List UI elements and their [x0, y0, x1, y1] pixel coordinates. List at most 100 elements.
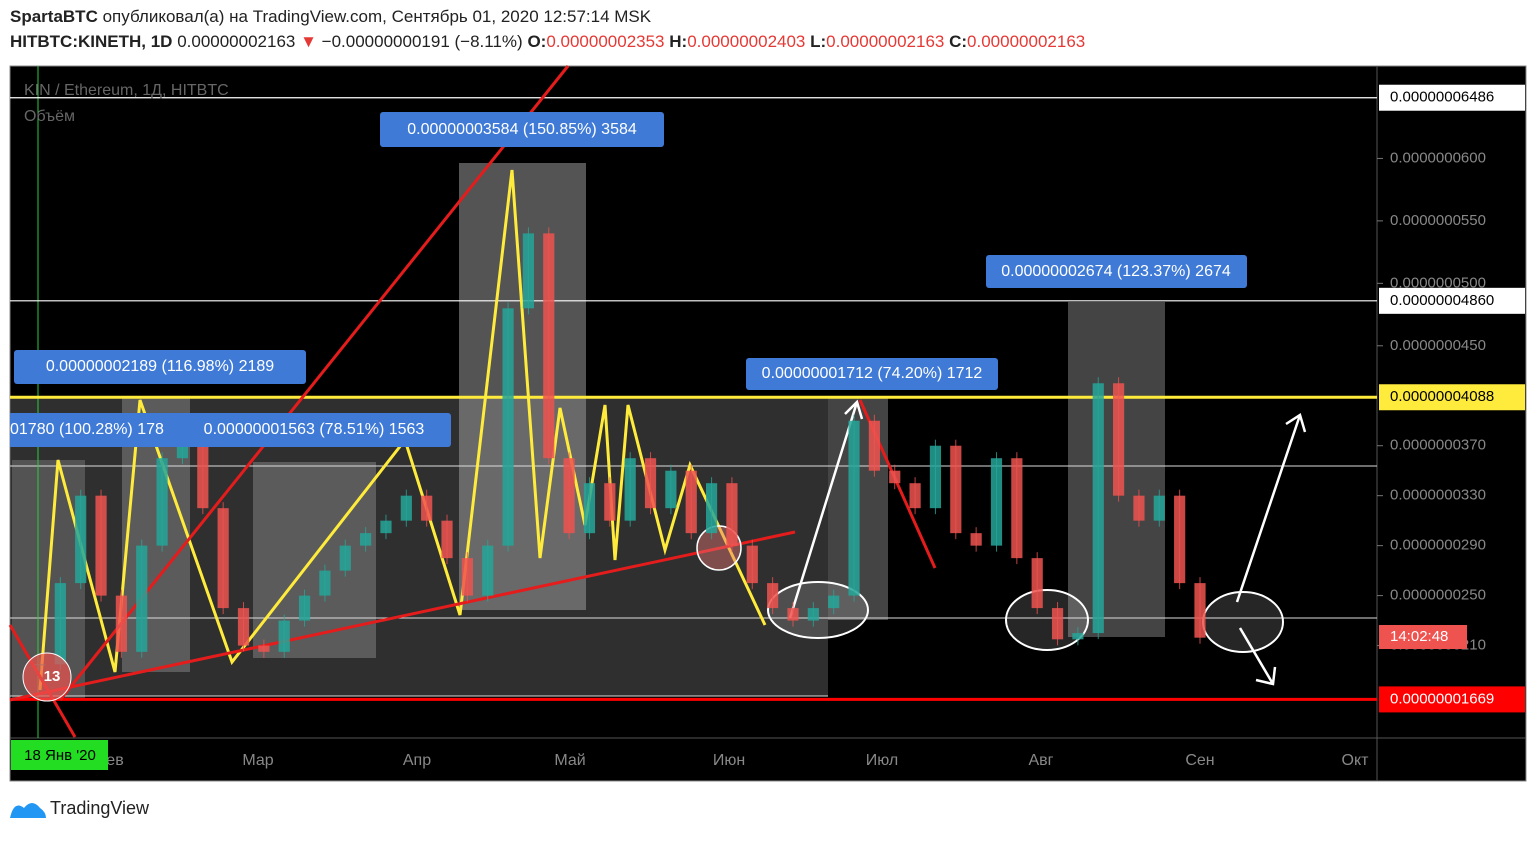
c-label: C: — [949, 32, 967, 51]
symbol-line: HITBTC:KINETH, 1D 0.00000002163 ▼ −0.000… — [10, 32, 1085, 51]
candle-body — [685, 470, 697, 534]
legend-title: KIN / Ethereum, 1Д, HITBTC — [24, 82, 229, 99]
badge-text: 13 — [44, 668, 61, 685]
candle-body — [746, 545, 758, 584]
price-label: 0.00000001669 — [1390, 690, 1494, 707]
candle-body — [1092, 383, 1104, 634]
o-label: O: — [527, 32, 546, 51]
candle-body — [522, 233, 535, 309]
header-line: SpartaBTC опубликовал(а) на TradingView.… — [10, 7, 652, 26]
trend-line — [9, 530, 796, 702]
annotation-text: 01780 (100.28%) 178 — [10, 421, 164, 438]
y-tick-label: 0.0000000250 — [1390, 587, 1486, 604]
candle-body — [400, 495, 412, 521]
candle-body — [441, 520, 453, 559]
range-box — [459, 163, 586, 610]
countdown-box — [1379, 625, 1467, 649]
candle-body — [990, 458, 1003, 546]
candle-body — [95, 495, 107, 596]
candle-body — [828, 595, 840, 609]
candle-body — [624, 458, 636, 521]
y-tick-label: 0.0000000500 — [1390, 274, 1486, 291]
annotation-box — [746, 358, 998, 390]
candle-body — [339, 545, 351, 571]
x-tick-label: Май — [554, 752, 585, 769]
candle-body — [767, 583, 779, 609]
candle-body — [156, 458, 168, 546]
badge — [22, 652, 72, 702]
price-label-box — [1379, 287, 1525, 314]
y-tick-label: 0.0000000370 — [1390, 437, 1486, 454]
logo-icon — [10, 803, 46, 818]
ellipse-marker — [1005, 589, 1089, 651]
candle-body — [461, 558, 473, 596]
candle-body — [644, 458, 657, 509]
range-box — [253, 462, 376, 658]
x-tick-label: ев — [106, 752, 123, 769]
candle-body — [1153, 495, 1165, 521]
candle-body — [1011, 458, 1023, 559]
zigzag — [38, 169, 767, 691]
annotation-text: 0.00000003584 (150.85%) 3584 — [407, 121, 637, 138]
candle-body — [502, 308, 514, 546]
candle-body — [848, 420, 860, 596]
arrow — [788, 399, 864, 619]
annotation: 0.00000003584 (150.85%) 3584 — [380, 112, 664, 147]
candle-body — [970, 533, 982, 546]
published: опубликовал(а) на TradingView.com, Сентя… — [103, 7, 652, 26]
annotation-clip: 01780 (100.28%) 178 — [10, 413, 190, 447]
y-tick-label: 0.0000000450 — [1390, 337, 1486, 354]
ellipse-marker — [1202, 591, 1284, 653]
h-label: H: — [669, 32, 687, 51]
annotation: 0.00000001712 (74.20%) 1712 — [746, 358, 998, 390]
cursor-date: 18 Янв '20 — [24, 747, 96, 764]
y-tick-label: 0.0000000600 — [1390, 149, 1486, 166]
last: 0.00000002163 — [177, 32, 295, 51]
candle-body — [787, 608, 799, 621]
x-tick-label: Сен — [1185, 752, 1214, 769]
x-tick-label: Июн — [713, 752, 745, 769]
cursor-date-box — [11, 740, 108, 770]
candle-body — [278, 620, 290, 652]
price-label-box — [1379, 84, 1525, 111]
price-label-box — [1379, 384, 1525, 411]
candle-body — [807, 608, 819, 621]
x-tick-label: Окт — [1342, 752, 1370, 769]
candle-body — [136, 545, 148, 652]
price-label: 0.00000004860 — [1390, 292, 1494, 309]
candle-body — [929, 445, 942, 509]
legend-volume: Объём — [24, 108, 75, 125]
candle-body — [360, 533, 372, 546]
candle-body — [583, 483, 596, 534]
candle-body — [909, 483, 921, 509]
c-value: 0.00000002163 — [967, 32, 1085, 51]
author: SpartaBTC — [10, 7, 98, 26]
candle-body — [298, 595, 311, 621]
x-tick-label: Мар — [242, 752, 273, 769]
candle-body — [54, 583, 66, 665]
candle-body — [1072, 633, 1084, 640]
candle-body — [319, 570, 331, 596]
overlay: 13 KIN / Ethereum, 1Д, HITBTC Объём 0.00… — [10, 82, 1525, 770]
symbol: HITBTC:KINETH, 1D — [10, 32, 172, 51]
candle-body — [1133, 495, 1145, 521]
annotation-text: 0.00000002189 (116.98%) 2189 — [46, 358, 274, 375]
candle-body — [380, 520, 392, 534]
footer: TradingView — [50, 798, 150, 818]
o-value: 0.00000002353 — [546, 32, 664, 51]
annotation: 01780 (100.28%) 178 — [10, 413, 190, 447]
x-tick-label: Апр — [403, 752, 431, 769]
candle-body — [1174, 495, 1186, 584]
annotation-box — [986, 255, 1247, 288]
candle-body — [868, 420, 880, 471]
annotation: 0.00000002189 (116.98%) 2189 — [14, 350, 306, 384]
h-value: 0.00000002403 — [687, 32, 805, 51]
candle-body — [950, 445, 962, 534]
candle-body — [1113, 383, 1125, 496]
candle-body — [75, 495, 87, 584]
arrow: ▼ — [300, 32, 317, 51]
candle-body — [705, 483, 718, 534]
arrow — [1235, 413, 1307, 603]
